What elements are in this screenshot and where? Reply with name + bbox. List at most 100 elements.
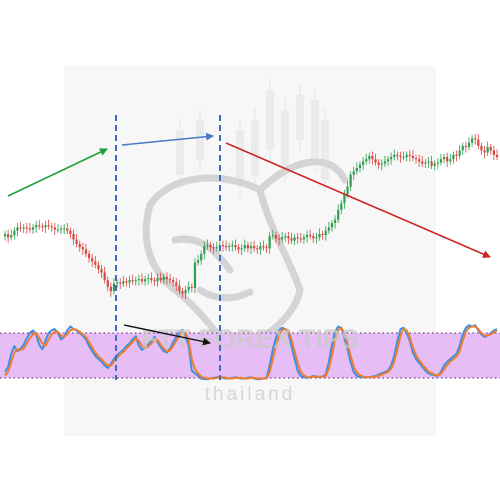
candle-body — [72, 234, 75, 240]
candle — [368, 152, 371, 164]
candle-body — [190, 286, 193, 288]
candle-body — [358, 164, 362, 168]
candle-body — [383, 161, 386, 164]
candle — [178, 280, 181, 295]
candle — [50, 223, 53, 232]
candle-body — [374, 159, 377, 163]
candle-body — [246, 245, 249, 249]
candle — [100, 264, 103, 278]
candle-body — [131, 280, 134, 282]
candle-body — [296, 237, 299, 239]
candle — [333, 215, 337, 229]
candle-body — [200, 253, 203, 261]
candle-body — [340, 203, 343, 210]
watermark-candle — [176, 130, 184, 175]
candle-body — [368, 155, 371, 160]
watermark-candle — [196, 120, 204, 160]
candle-body — [41, 226, 44, 228]
candle — [109, 282, 112, 297]
watermark-candle — [236, 130, 244, 185]
candle — [489, 143, 492, 155]
candle-body — [343, 194, 346, 204]
candle — [16, 223, 19, 237]
downtrend-arrow — [225, 142, 491, 258]
candle — [44, 220, 47, 233]
candle — [206, 239, 209, 250]
candle-body — [184, 290, 187, 294]
candle-body — [134, 280, 137, 282]
candle-body — [446, 157, 449, 162]
candle — [377, 159, 380, 170]
candle — [305, 230, 309, 243]
candle-body — [411, 155, 415, 159]
candle — [470, 135, 474, 148]
candle-body — [56, 229, 60, 231]
candle-body — [265, 247, 268, 249]
candle — [362, 157, 365, 171]
candle-body — [193, 262, 197, 288]
candle-body — [122, 281, 125, 284]
candle-body — [436, 162, 439, 164]
candle — [480, 142, 483, 155]
candle — [256, 245, 259, 254]
candle — [144, 275, 147, 286]
uptrend-arrow — [7, 148, 108, 197]
candle-body — [277, 238, 281, 240]
candle — [330, 219, 334, 232]
candle — [140, 273, 144, 285]
candle-body — [221, 245, 225, 247]
candle-body — [349, 174, 352, 187]
candle — [41, 223, 44, 232]
candle — [374, 153, 377, 166]
candle-body — [455, 154, 458, 156]
candle-body — [442, 157, 446, 160]
candle-body — [424, 162, 427, 164]
candle — [72, 229, 75, 245]
candle — [165, 272, 169, 285]
candle — [274, 231, 278, 243]
candle-body — [259, 246, 262, 250]
candle-body — [318, 234, 321, 238]
candle-body — [234, 245, 237, 248]
oscillator-slow-line — [4, 325, 498, 380]
candle — [94, 256, 97, 269]
candle-body — [274, 235, 278, 239]
candle-body — [215, 247, 218, 249]
candle — [137, 274, 140, 286]
candle — [408, 150, 411, 162]
candle-body — [365, 159, 368, 162]
candle-body — [486, 147, 489, 153]
candle-body — [187, 286, 190, 291]
candle — [22, 224, 25, 233]
candle — [19, 221, 22, 232]
candle-body — [44, 225, 47, 228]
candle-body — [402, 157, 405, 158]
candle-body — [299, 238, 302, 240]
candle-body — [452, 154, 455, 160]
candle-body — [84, 249, 88, 254]
candle — [134, 276, 137, 286]
candle — [277, 234, 281, 245]
candle-body — [458, 150, 461, 156]
candle — [293, 234, 296, 245]
candle-body — [178, 285, 181, 292]
candle — [84, 243, 88, 258]
candle — [343, 190, 346, 209]
candle-body — [352, 171, 355, 175]
candle-body — [103, 272, 106, 281]
candle-body — [224, 246, 228, 248]
candle — [442, 153, 446, 164]
watermark-brand-text: FTT FOREX TIPS — [141, 324, 359, 354]
candle-body — [106, 280, 109, 287]
candle — [380, 159, 383, 171]
candle-body — [231, 245, 234, 247]
candle-body — [256, 248, 259, 250]
candle-body — [228, 246, 231, 248]
candle — [184, 285, 187, 299]
candle-body — [439, 159, 443, 163]
candle — [414, 154, 418, 164]
candle — [449, 153, 452, 165]
watermark-sub-text: thailand — [205, 384, 296, 405]
watermark-candle — [251, 120, 259, 175]
candle-body — [94, 261, 97, 265]
